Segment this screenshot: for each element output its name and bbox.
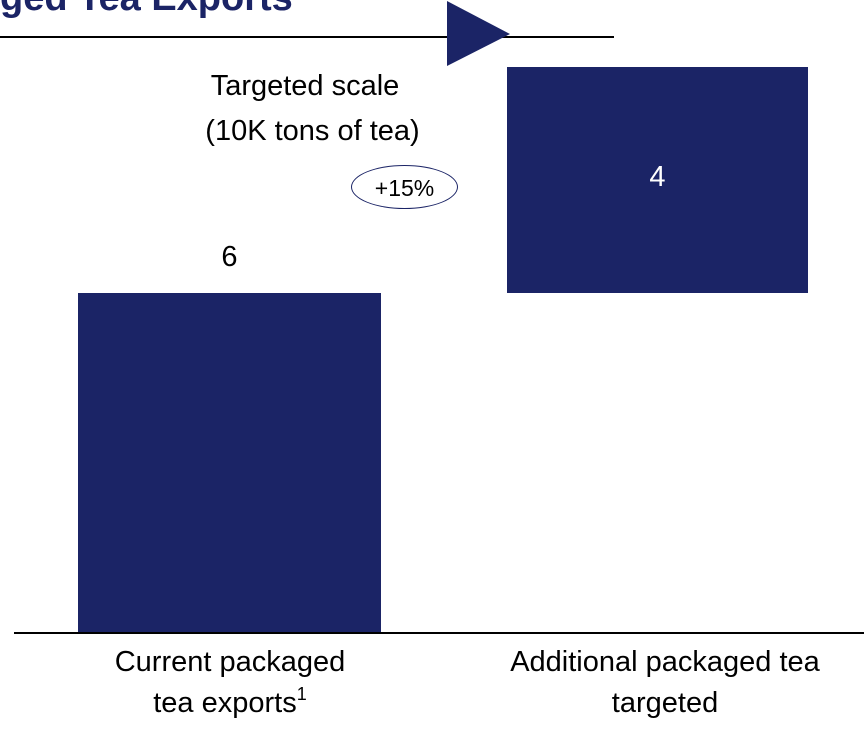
arrow-head-icon	[447, 1, 510, 66]
category-text-current: Current packaged tea exports	[114, 646, 346, 719]
growth-rate-badge: +15%	[351, 165, 458, 209]
bar-additional-targeted	[507, 67, 808, 293]
footnote-marker: 1	[296, 683, 307, 704]
scale-label: Targeted scale	[210, 70, 400, 102]
value-label-additional: 4	[649, 161, 666, 193]
category-label-additional: Additional packaged tea targeted	[500, 642, 830, 723]
title-rule	[0, 36, 614, 38]
unit-label: (10K tons of tea)	[205, 115, 420, 147]
value-label-current: 6	[221, 241, 238, 273]
category-text-additional: Additional packaged tea targeted	[510, 646, 820, 719]
x-axis-baseline	[14, 632, 864, 634]
chart-title: ged Tea Exports	[0, 0, 293, 20]
category-label-current: Current packaged tea exports1	[60, 642, 400, 723]
bar-current-exports	[78, 293, 381, 632]
